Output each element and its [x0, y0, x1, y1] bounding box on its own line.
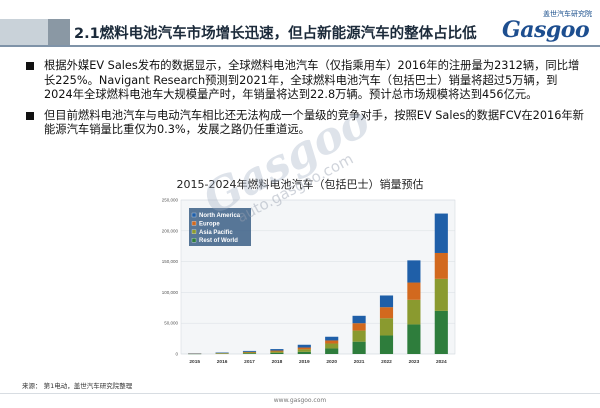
- bar-segment: [434, 213, 448, 253]
- x-tick-label: 2024: [436, 359, 447, 365]
- bar-segment: [297, 349, 311, 352]
- footer-divider: [0, 393, 600, 394]
- x-tick-label: 2019: [299, 359, 310, 365]
- bar-segment: [352, 341, 366, 354]
- bar-segment: [434, 278, 448, 311]
- bar-segment: [270, 352, 284, 354]
- bar-segment: [352, 315, 366, 324]
- source-note: 来源： 第1电动，盖世汽车研究院整理: [22, 382, 133, 390]
- bar-segment: [407, 299, 421, 325]
- bar-segment: [379, 307, 394, 319]
- x-tick-label: 2016: [217, 359, 228, 365]
- title-divider: [0, 45, 600, 47]
- bar-segment: [297, 344, 311, 348]
- title-bar: 2.1燃料电池汽车市场增长迅速，但占新能源汽车的整体占比低: [0, 19, 495, 45]
- x-tick-label: 2017: [244, 359, 255, 365]
- legend-swatch: [191, 229, 197, 234]
- bar-segment: [434, 310, 448, 354]
- stacked-bar-chart: 0 50,000 100,000 150,000 200,000 250,000 2015 2…: [162, 198, 456, 365]
- bullet-text: 根据外媒EV Sales发布的数据显示，全球燃料电池汽车（仅指乘用车）2016年…: [44, 59, 580, 102]
- bar-segment: [270, 351, 284, 353]
- bar-segment: [407, 324, 421, 354]
- x-tick-label: 2021: [354, 359, 365, 365]
- legend-swatch: [191, 238, 197, 243]
- bar-segment: [242, 351, 257, 353]
- bar-segment: [379, 335, 394, 354]
- legend-label: Rest of World: [199, 238, 238, 244]
- legend-swatch: [191, 221, 197, 226]
- bar-segment: [325, 336, 339, 341]
- bar-segment: [242, 352, 257, 354]
- legend-label: North America: [199, 213, 241, 219]
- bullet-item: 但目前燃料电池汽车与电动汽车相比还无法构成一个量级的竞争对手，按照EV Sale…: [26, 109, 586, 138]
- bullet-list: 根据外媒EV Sales发布的数据显示，全球燃料电池汽车（仅指乘用车）2016年…: [26, 59, 586, 144]
- y-tick-label: 200,000: [162, 228, 179, 233]
- gasgoo-logo: 盖世汽车研究院 Gasgoo: [500, 9, 596, 47]
- legend-box: [189, 208, 251, 246]
- bar-segment: [325, 343, 339, 349]
- bar-segment: [352, 330, 366, 342]
- bar-segment: [297, 351, 311, 354]
- square-bullet-icon: [26, 62, 34, 70]
- x-tick-label: 2022: [381, 359, 392, 365]
- bar-segment: [325, 348, 339, 354]
- title-stripe-accent: [48, 19, 70, 45]
- x-tick-label: 2018: [272, 359, 283, 365]
- bar-segment: [434, 252, 448, 279]
- slide-title: 2.1燃料电池汽车市场增长迅速，但占新能源汽车的整体占比低: [74, 26, 477, 42]
- logo-en-text: Gasgoo: [502, 17, 590, 43]
- bullet-text: 但目前燃料电池汽车与电动汽车相比还无法构成一个量级的竞争对手，按照EV Sale…: [44, 108, 584, 137]
- footer-url: www.gasgoo.com: [273, 397, 327, 404]
- bar-segment: [242, 350, 257, 352]
- chart-title: 2015-2024年燃料电池汽车（包括巴士）销量预估: [176, 178, 424, 191]
- logo-cn-text: 盖世汽车研究院: [543, 10, 592, 18]
- y-tick-label: 150,000: [162, 259, 179, 264]
- bar-segment: [407, 260, 421, 283]
- y-tick-label: 50,000: [164, 321, 178, 326]
- y-tick-label: 250,000: [162, 198, 179, 203]
- bar-segment: [297, 347, 311, 350]
- x-tick-label: 2023: [409, 359, 420, 365]
- legend-swatch: [191, 212, 197, 218]
- bar-segment: [325, 340, 339, 344]
- x-tick-label: 2015: [189, 359, 200, 365]
- legend-label: Asia Pacific: [199, 230, 233, 236]
- bar-segment: [379, 295, 394, 308]
- y-tick-label: 0: [175, 352, 178, 357]
- bar-segment: [379, 318, 394, 336]
- title-stripe: [0, 19, 48, 45]
- legend-label: Europe: [199, 221, 220, 227]
- bar-segment: [407, 282, 421, 300]
- bar-segment: [242, 353, 257, 354]
- bar-segment: [352, 323, 366, 331]
- x-tick-label: 2020: [326, 359, 337, 365]
- square-bullet-icon: [26, 111, 34, 120]
- y-tick-label: 100,000: [162, 290, 179, 295]
- bar-segment: [270, 349, 284, 351]
- bar-segment: [270, 350, 284, 352]
- bullet-item: 根据外媒EV Sales发布的数据显示，全球燃料电池汽车（仅指乘用车）2016年…: [26, 59, 586, 103]
